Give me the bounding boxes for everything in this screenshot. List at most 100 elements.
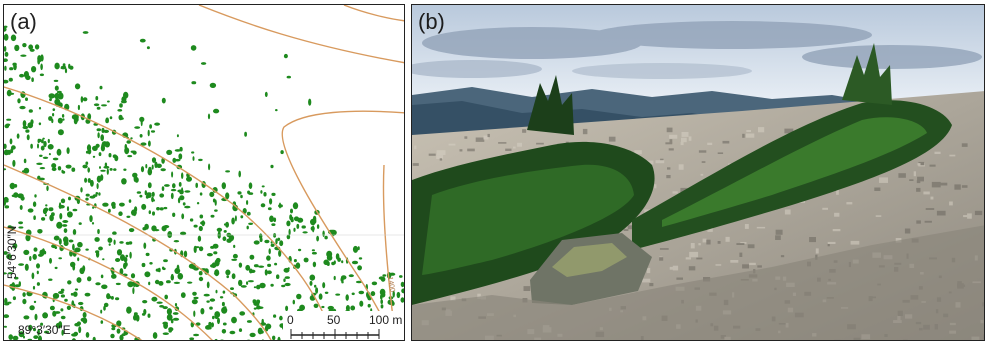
tree-crown (64, 68, 68, 74)
tree-crown (99, 85, 103, 90)
tree-crown (279, 240, 284, 247)
tree-crown (238, 328, 243, 332)
tree-crown (284, 276, 290, 279)
rock-fragment (827, 243, 830, 247)
tree-crown (139, 116, 145, 123)
tree-crown (238, 279, 243, 287)
tree-crown (283, 53, 288, 59)
tree-crown (92, 336, 96, 340)
tree-crown (240, 285, 247, 288)
tree-crown (123, 168, 127, 171)
tree-crown (157, 267, 161, 273)
tree-crown (39, 154, 43, 157)
tree-crown (228, 234, 235, 241)
rock-fragment (715, 264, 722, 266)
tree-crown (22, 125, 29, 130)
tree-crown (139, 134, 143, 138)
tree-crown (261, 185, 265, 188)
tree-crown (108, 243, 111, 246)
rock-fragment (739, 252, 743, 257)
tree-crown (28, 109, 33, 113)
tree-crown (231, 316, 237, 324)
tree-crown (322, 230, 325, 237)
tree-crown-map: 1400 (4, 5, 404, 340)
tree-crown (222, 290, 226, 294)
tree-crown (6, 89, 12, 97)
tree-crown (18, 226, 24, 229)
tree-crown (148, 210, 151, 215)
longitude-label: 89°3′30″E (18, 323, 71, 337)
rock-fragment (834, 212, 840, 217)
tree-crown (237, 191, 242, 195)
tree-crown (4, 143, 7, 149)
tree-crown (172, 157, 177, 163)
tree-crown (335, 253, 340, 260)
tree-crown (176, 134, 179, 138)
rock-fragment (749, 262, 756, 266)
tree-crown (48, 153, 51, 156)
rock-fragment (523, 286, 531, 291)
tree-crown (340, 277, 344, 282)
tree-crown (134, 177, 139, 183)
tree-crown (371, 281, 378, 286)
rock-fragment (681, 137, 687, 143)
tree-crown (189, 337, 195, 340)
tree-crown (42, 137, 45, 140)
tree-crown (77, 104, 80, 111)
tree-crown (23, 249, 30, 255)
tree-crown (189, 218, 194, 222)
rock-fragment (742, 133, 745, 138)
tree-crown (187, 281, 193, 284)
tree-crown (14, 184, 18, 188)
tree-crown (36, 162, 43, 165)
tree-crown (392, 290, 395, 298)
tree-crown (230, 287, 234, 290)
tree-crown (4, 33, 9, 41)
rock-fragment (809, 237, 816, 243)
tree-crown (239, 311, 246, 316)
tree-crown (67, 211, 73, 218)
tree-crown (56, 221, 63, 229)
tree-crown (278, 204, 283, 208)
rock-fragment (929, 164, 936, 167)
tree-crown (184, 205, 191, 209)
tree-crown (26, 134, 30, 141)
tree-crown (273, 314, 277, 318)
tree-crown (4, 205, 10, 209)
tree-crown (166, 149, 173, 155)
tree-crown (78, 326, 82, 334)
rock-fragment (822, 207, 828, 210)
tree-crown (80, 96, 84, 103)
tree-crown (264, 269, 268, 276)
tree-crown (221, 301, 225, 307)
rock-fragment (963, 215, 971, 218)
tree-crown (335, 293, 341, 296)
tree-crown (45, 204, 48, 207)
tree-crown (168, 329, 172, 333)
tree-crown (248, 222, 254, 225)
tree-crown (118, 114, 123, 121)
tree-crown (107, 237, 113, 243)
tree-crown (81, 339, 83, 340)
tree-crown (240, 215, 244, 219)
tree-crown (162, 321, 168, 325)
tree-crown (253, 286, 257, 289)
tree-crown (74, 83, 81, 90)
tree-crown (116, 328, 121, 334)
tree-crown (39, 177, 45, 181)
tree-crown (51, 163, 57, 169)
tree-crown (259, 282, 266, 289)
rock-fragment (412, 163, 419, 166)
tree-crown (44, 330, 50, 334)
rock-fragment (707, 227, 713, 232)
tree-crown (82, 312, 87, 318)
tree-crown (21, 170, 27, 173)
tree-crown (266, 270, 272, 275)
rock-fragment (522, 129, 527, 133)
tree-crown (66, 305, 71, 310)
tree-crown (27, 338, 33, 340)
tree-crown (60, 66, 67, 70)
tree-crown (341, 260, 344, 264)
rock-fragment (459, 149, 463, 152)
tree-crown (401, 288, 404, 294)
